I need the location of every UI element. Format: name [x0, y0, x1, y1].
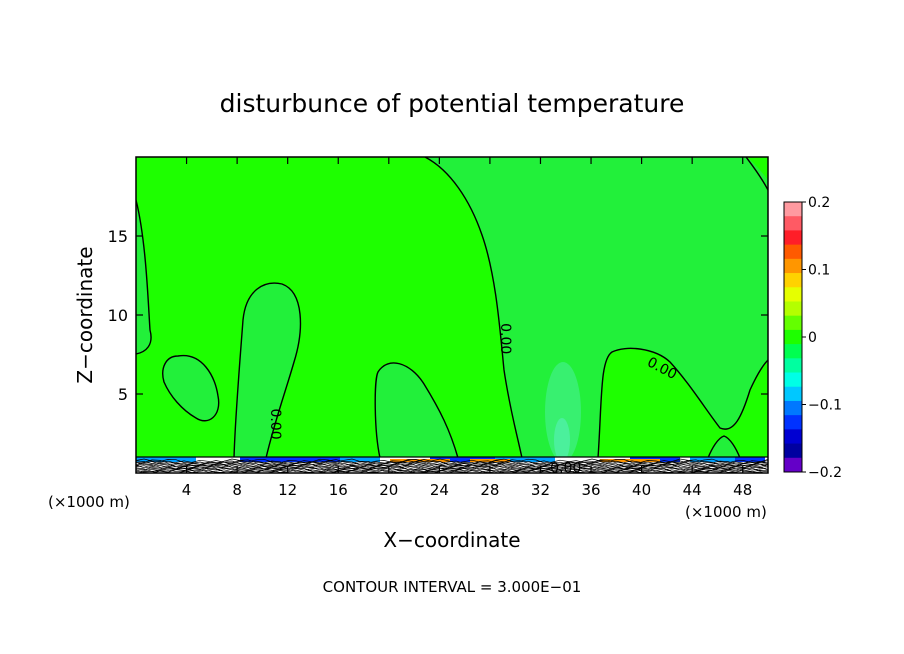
contour-line-x12-cell	[233, 282, 302, 459]
y-tick-label: 10	[108, 306, 128, 325]
colorbar-swatch	[784, 273, 802, 288]
plot-area: 0.000.000.000.00	[136, 157, 768, 476]
x-tick-label: 44	[683, 481, 702, 499]
colorbar-tick-label: 0	[808, 330, 817, 346]
anomaly-inner	[554, 418, 570, 462]
contour-line-top-right	[745, 157, 768, 191]
surface-contour-line	[136, 469, 768, 473]
surface-warm-patch	[620, 459, 660, 462]
contour-line-left-blob	[162, 354, 220, 422]
colorbar-tick-label: −0.1	[808, 398, 842, 414]
colorbar-swatch	[784, 443, 802, 459]
colorbar-swatch	[784, 258, 802, 274]
x-tick-label: 28	[480, 481, 499, 499]
contour-label-3: 0.00	[550, 460, 581, 476]
colorbar-swatch	[784, 358, 802, 373]
surface-contour-line	[136, 466, 768, 472]
colorbar: 0.2 0.1 0 −0.1 −0.2	[783, 195, 842, 481]
contour-line-main-left	[424, 157, 523, 459]
contour-region-right-bump	[708, 436, 740, 458]
x-tick-label: 36	[581, 481, 600, 499]
surface-contour-line	[136, 463, 768, 468]
anomaly-outer	[545, 362, 581, 462]
y-axis-label: Z−coordinate	[73, 246, 97, 383]
x-unit-right: (×1000 m)	[685, 503, 767, 521]
x-tick-label: 12	[278, 481, 297, 499]
x-tick-label: 40	[632, 481, 651, 499]
colorbar-swatch	[784, 216, 802, 231]
x-tick-label: 32	[531, 481, 550, 499]
x-tick-label: 24	[430, 481, 449, 499]
contour-label-0: 0.00	[497, 323, 513, 354]
surface-cold-patch	[690, 457, 750, 462]
contour-region-x22-cell	[375, 362, 458, 458]
contour-region-x12-cell	[234, 283, 301, 458]
contour-region-left-blob	[162, 355, 219, 421]
y-axis: 5 10 15	[108, 227, 768, 404]
colorbar-swatch	[784, 457, 802, 473]
surface-contour-line	[136, 460, 768, 466]
colorbar-swatch	[784, 400, 802, 416]
colorbar-swatch	[784, 329, 802, 345]
x-tick-label: 4	[182, 481, 192, 499]
colorbar-swatch	[784, 230, 802, 246]
x-tick-label: 8	[232, 481, 242, 499]
contour-line-main-right	[597, 347, 768, 459]
contour-line-x22-cell	[374, 362, 459, 459]
surface-cold-patch	[495, 457, 555, 462]
surface-cold-patch	[136, 457, 196, 462]
colorbar-swatch	[784, 315, 802, 331]
colorbar-tick-label: 0.2	[808, 195, 830, 211]
contour-line-right-bump	[707, 435, 741, 459]
chart-title: disturbunce of potential temperature	[220, 89, 685, 118]
y-tick-label: 5	[118, 385, 128, 404]
colorbar-swatch	[784, 386, 802, 402]
colorbar-swatch	[784, 301, 802, 317]
contour-line-left-edge	[136, 199, 152, 355]
x-tick-label: 20	[379, 481, 398, 499]
colorbar-swatch	[784, 287, 802, 302]
x-tick-label: 48	[733, 481, 752, 499]
surface-cold-patch	[240, 457, 350, 462]
y-tick-label: 15	[108, 227, 128, 246]
contour-region-main	[425, 157, 768, 458]
colorbar-swatch	[784, 244, 802, 260]
colorbar-swatch	[784, 372, 802, 388]
surface-cold-patch	[340, 457, 380, 462]
surface-contour-line	[136, 464, 768, 470]
x-axis-label: X−coordinate	[383, 528, 520, 552]
surface-contour-line	[136, 461, 768, 467]
colorbar-swatch	[784, 344, 802, 359]
surface-contour-line	[136, 467, 768, 473]
colorbar-tick-label: −0.2	[808, 465, 842, 481]
contour-label-1: 0.00	[267, 408, 283, 439]
surface-contour-line	[136, 461, 768, 468]
colorbar-swatch	[784, 429, 802, 444]
surface-cold-patch	[735, 457, 765, 462]
surface-warm-patch	[470, 459, 510, 462]
x-axis: 4 8 12 16 20 24 28 32 36 40 44 48	[182, 157, 752, 499]
surface-warm-patch	[600, 459, 630, 462]
colorbar-swatch	[784, 415, 802, 430]
colorbar-tick-label: 0.1	[808, 263, 830, 279]
colorbar-swatch	[784, 202, 802, 217]
x-tick-label: 16	[329, 481, 348, 499]
surface-layer	[136, 456, 768, 473]
x-unit-left: (×1000 m)	[48, 493, 130, 511]
contour-interval-footer: CONTOUR INTERVAL = 3.000E−01	[323, 578, 582, 596]
